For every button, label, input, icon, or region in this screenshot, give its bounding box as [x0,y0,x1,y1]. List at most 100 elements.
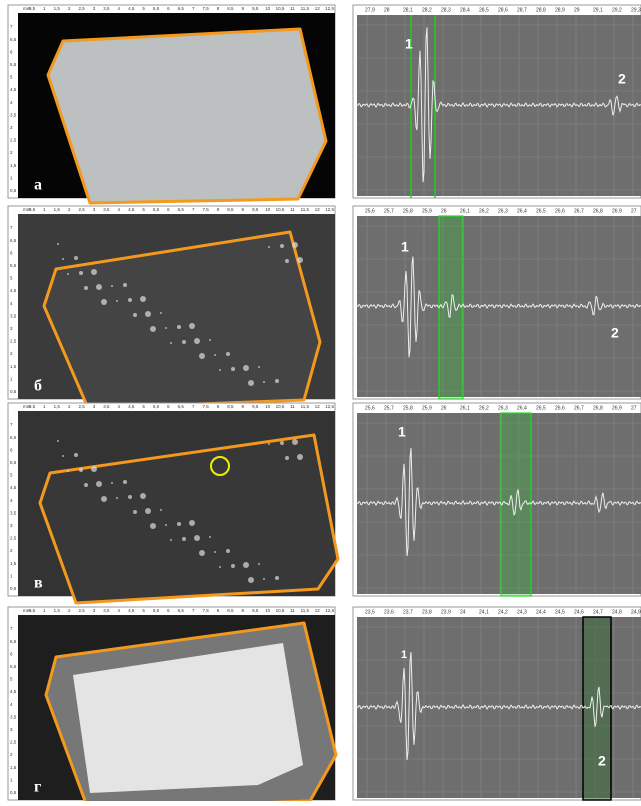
defect-spot [248,380,254,386]
time-ruler-label: 23,5 [365,609,375,615]
time-ruler-label: 28,1 [403,7,413,13]
ruler-x-label: 6,5 [178,6,185,11]
time-ruler-label: 26 [441,405,447,411]
figure: 0,511,522,533,544,555,566,577,588,599,51… [0,0,641,801]
ruler-y-label: 1,5 [10,765,17,770]
defect-spot [219,566,221,568]
time-ruler-label: 25,6 [365,208,375,214]
ruler-x-label: 10 [265,608,271,613]
ruler-y-label: 6,5 [10,238,17,243]
time-ruler-label: 24 [460,609,466,615]
time-ruler-label: 26,1 [460,208,470,214]
ruler-y-label: 2,5 [10,339,17,344]
defect-spot [170,539,172,541]
ruler-x-label: 12,5 [325,207,334,212]
defect-spot [258,366,260,368]
defect-spot [263,381,265,383]
ruler-x-label: 12 [315,608,321,613]
defect-spot [263,578,265,580]
time-ruler-label: 24,4 [536,609,546,615]
ruler-x-label: 11 [290,608,295,613]
defect-spot [231,367,235,371]
waveform-plot [357,413,641,594]
defect-spot [165,524,167,526]
ruler-x-label: 4,5 [128,404,135,409]
defect-spot [226,549,230,553]
defect-spot [140,493,146,499]
ruler-y-label: 6,5 [10,639,17,644]
time-ruler-label: 25,9 [422,208,432,214]
ruler-y-label: 3,5 [10,112,17,117]
defect-spot [177,325,181,329]
time-ruler-label: 27 [631,208,637,214]
time-ruler-label: 25,8 [403,405,413,411]
time-ruler-label: 25,8 [403,208,413,214]
ruler-x-label: 1,5 [54,207,61,212]
ruler-x-label: 1,5 [54,404,61,409]
time-ruler-label: 23,6 [384,609,394,615]
ruler-x-label: 10,5 [276,608,285,613]
ruler-x-label: 11,5 [301,6,310,11]
defect-spot [214,354,216,356]
defect-spot [199,353,205,359]
time-ruler-label: 24,9 [631,609,641,615]
defect-spot [189,520,195,526]
defect-spot [292,439,298,445]
ruler-unit: mm [23,207,31,212]
ruler-x-label: 10,5 [276,207,285,212]
ruler-y-label: 0,5 [10,586,17,591]
defect-spot [123,283,127,287]
defect-spot [226,352,230,356]
ruler-x-label: 6,5 [178,207,185,212]
ruler-y-label: 6,5 [10,435,17,440]
defect-spot [194,338,200,344]
ruler-x-label: 1,5 [54,6,61,11]
ruler-y-label: 0,5 [10,389,17,394]
defect-spot [84,483,88,487]
ruler-y-label: 1,5 [10,561,17,566]
defect-spot [268,246,270,248]
ruler-x-label: 10,5 [276,404,285,409]
defect-spot [62,455,64,457]
ruler-unit: mm [23,404,31,409]
peak-label: 2 [598,753,606,769]
ruler-x-label: 3,5 [103,608,110,613]
ruler-y-label: 2,5 [10,740,17,745]
defect-spot [74,453,78,457]
peak-label: 1 [405,36,413,52]
time-ruler-label: 26,9 [612,208,622,214]
scan-panel: 0,511,522,533,544,555,566,577,588,599,51… [8,607,336,801]
defect-spot [111,482,113,484]
time-ruler-label: 28,2 [422,7,432,13]
ruler-x-label: 1,5 [54,608,61,613]
ruler-y-label: 0,5 [10,188,17,193]
ruler-x-label: 10,5 [276,6,285,11]
time-ruler-label: 28,8 [536,7,546,13]
ruler-y-label: 4,5 [10,288,17,293]
defect-spot [189,323,195,329]
time-ruler-label: 28,7 [517,7,527,13]
time-ruler-label: 28,3 [441,7,451,13]
defect-spot [194,535,200,541]
ruler-x-label: 11,5 [301,207,310,212]
defect-spot [96,481,102,487]
defect-spot [231,564,235,568]
ruler-x-label: 12,5 [325,608,334,613]
defect-spot [123,480,127,484]
defect-spot [150,326,156,332]
defect-spot [79,271,83,275]
ruler-x-label: 12,5 [325,404,334,409]
defect-spot [219,369,221,371]
time-ruler-label: 23,8 [422,609,432,615]
defect-spot [280,244,284,248]
defect-spot [268,443,270,445]
time-ruler-label: 28,9 [555,7,565,13]
defect-spot [199,550,205,556]
defect-spot [101,299,107,305]
defect-spot [91,269,97,275]
defect-spot [128,495,132,499]
ruler-x-label: 12 [315,6,321,11]
ruler-y-label: 4,5 [10,87,17,92]
time-ruler-label: 27 [631,405,637,411]
